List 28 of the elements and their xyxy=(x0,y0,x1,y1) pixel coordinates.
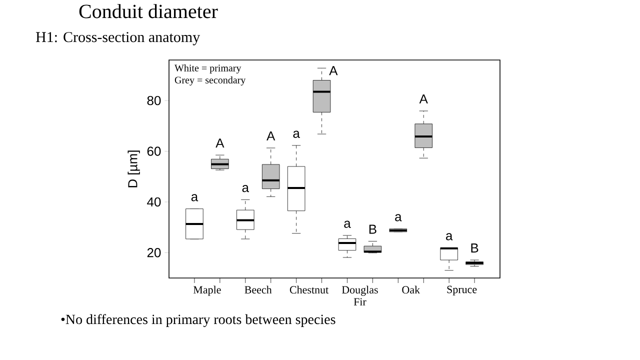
y-tick-label: 80 xyxy=(147,96,161,106)
x-tick-label: Douglas Fir xyxy=(342,286,378,306)
text: a xyxy=(293,130,300,138)
chart-subtitle: H1: Cross-section anatomy xyxy=(36,32,200,46)
annotation: Grey = secondary xyxy=(174,76,246,86)
text: A xyxy=(329,66,338,76)
text: A xyxy=(419,94,428,104)
x-tick-label: Spruce xyxy=(447,286,477,296)
y-tick-label: 40 xyxy=(147,197,161,207)
text: a xyxy=(242,185,249,192)
x-tick-label: Maple xyxy=(193,286,221,296)
text: a xyxy=(191,194,198,202)
y-tick-label: 60 xyxy=(147,146,161,156)
x-tick-label: Beech xyxy=(244,286,272,294)
text: •No differences in primary roots between species xyxy=(61,314,336,328)
text: a xyxy=(446,233,453,240)
text: A xyxy=(266,131,276,140)
chart-title: Conduit diameter xyxy=(79,4,218,18)
text: a xyxy=(344,220,351,228)
text: B xyxy=(471,244,478,252)
text: B xyxy=(369,224,376,234)
y-tick-label: 20 xyxy=(147,248,161,258)
x-tick-label: Chestnut xyxy=(290,286,329,294)
annotation: White = primary xyxy=(174,64,242,74)
x-tick-label: Oak xyxy=(402,286,420,294)
y-axis-title: D [µm] xyxy=(128,150,140,188)
text: A xyxy=(216,138,224,148)
text: a xyxy=(395,214,402,222)
